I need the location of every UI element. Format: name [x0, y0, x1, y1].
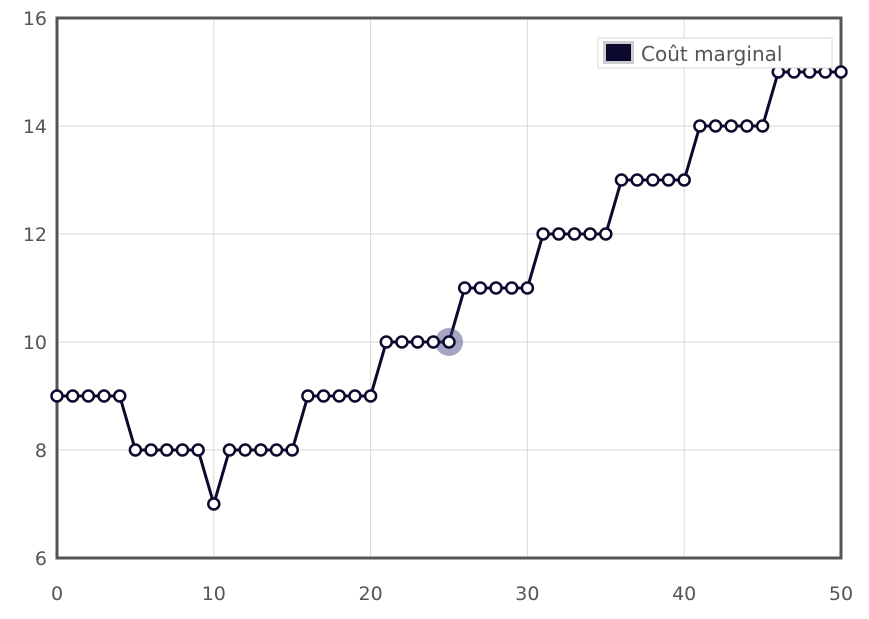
data-point[interactable]: [332, 389, 346, 403]
data-point[interactable]: [160, 443, 174, 457]
data-point[interactable]: [316, 389, 331, 403]
data-point[interactable]: [740, 119, 754, 133]
data-point[interactable]: [175, 443, 190, 457]
y-tick-label: 12: [23, 224, 47, 246]
data-point[interactable]: [646, 173, 660, 187]
x-tick-label: 30: [515, 583, 539, 605]
data-point[interactable]: [395, 335, 409, 349]
data-point[interactable]: [301, 389, 315, 403]
data-point[interactable]: [457, 281, 472, 295]
data-point[interactable]: [269, 443, 284, 457]
data-point[interactable]: [410, 335, 425, 349]
legend-box: [597, 37, 833, 69]
data-point[interactable]: [614, 173, 629, 187]
data-point[interactable]: [661, 173, 676, 187]
data-point[interactable]: [567, 227, 582, 241]
data-point[interactable]: [489, 281, 503, 295]
grid: [56, 17, 842, 559]
data-point[interactable]: [583, 227, 597, 241]
data-point[interactable]: [724, 119, 738, 133]
data-point[interactable]: [834, 65, 848, 79]
legend-swatch-fill: [606, 44, 631, 61]
series-line: [57, 70, 841, 506]
data-point[interactable]: [599, 227, 613, 241]
x-tick-label: 10: [202, 583, 226, 605]
data-point[interactable]: [504, 281, 519, 295]
data-point[interactable]: [473, 281, 488, 295]
data-point[interactable]: [191, 443, 205, 457]
data-point[interactable]: [285, 443, 299, 457]
y-tick-label: 10: [23, 332, 47, 354]
data-point[interactable]: [426, 335, 441, 349]
x-tick-label: 20: [359, 583, 383, 605]
series-layer: [50, 65, 848, 511]
y-tick-label: 14: [23, 116, 47, 138]
data-point[interactable]: [128, 443, 143, 457]
data-point[interactable]: [379, 335, 394, 349]
data-point[interactable]: [755, 119, 770, 133]
data-point[interactable]: [222, 443, 237, 457]
data-point[interactable]: [442, 335, 456, 349]
data-point[interactable]: [81, 389, 96, 403]
y-tick-label: 16: [23, 8, 47, 30]
data-point[interactable]: [112, 389, 127, 403]
x-tick-label: 40: [672, 583, 696, 605]
y-tick-label: 6: [35, 548, 47, 570]
data-point[interactable]: [363, 389, 378, 403]
data-point[interactable]: [552, 227, 566, 241]
y-tick-label: 8: [35, 440, 47, 462]
data-point[interactable]: [144, 443, 158, 457]
legend: Coût marginal: [597, 37, 833, 69]
data-point[interactable]: [254, 443, 268, 457]
tick-labels: 0 10 20 30 40 50 6 8 10 12 14 16: [23, 8, 853, 605]
data-point[interactable]: [536, 227, 550, 241]
data-point[interactable]: [520, 281, 535, 295]
data-point[interactable]: [65, 389, 80, 403]
data-point[interactable]: [348, 389, 362, 403]
data-point[interactable]: [97, 389, 111, 403]
data-point[interactable]: [238, 443, 252, 457]
data-point[interactable]: [50, 389, 64, 403]
data-point[interactable]: [630, 173, 644, 187]
data-point[interactable]: [207, 497, 221, 511]
x-tick-label: 0: [51, 583, 63, 605]
data-point[interactable]: [708, 119, 723, 133]
x-tick-label: 50: [829, 583, 853, 605]
legend-label: Coût marginal: [641, 42, 782, 66]
data-point[interactable]: [693, 119, 707, 133]
data-point[interactable]: [677, 173, 691, 187]
plot-frame: [55, 16, 843, 560]
